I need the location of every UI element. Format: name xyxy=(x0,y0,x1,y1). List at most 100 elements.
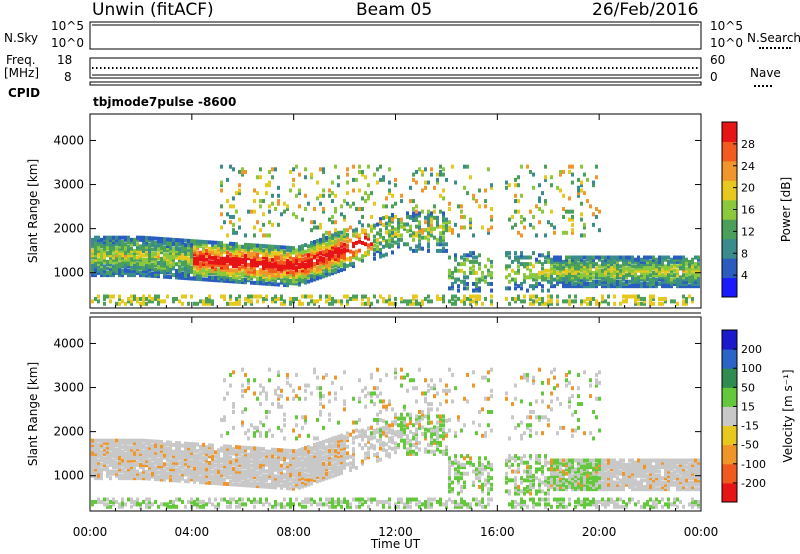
power-cell xyxy=(238,169,241,174)
velocity-cell xyxy=(271,449,274,454)
velocity-cell xyxy=(346,444,349,449)
power-cell xyxy=(301,263,304,268)
power-cell xyxy=(685,262,688,267)
velocity-cell xyxy=(271,480,274,485)
power-cell xyxy=(199,299,202,304)
velocity-cell xyxy=(331,436,334,441)
power-cell xyxy=(334,228,337,233)
power-cell xyxy=(265,246,268,251)
velocity-cell xyxy=(220,463,223,468)
power-cell xyxy=(505,185,508,190)
power-cell xyxy=(304,280,307,285)
power-cell xyxy=(175,296,178,301)
power-cell xyxy=(610,279,613,284)
power-cell xyxy=(538,275,541,280)
power-cell xyxy=(310,294,313,299)
velocity-cell xyxy=(145,474,148,479)
velocity-cell xyxy=(295,455,298,460)
velocity-cell xyxy=(244,483,247,488)
velocity-cell xyxy=(235,473,238,478)
velocity-cell xyxy=(226,457,229,462)
velocity-cell xyxy=(187,446,190,451)
velocity-cell xyxy=(208,497,211,502)
power-cell xyxy=(235,273,238,278)
velocity-cell xyxy=(379,499,382,504)
velocity-cell xyxy=(184,459,187,464)
velocity-cell xyxy=(316,475,319,480)
velocity-cell xyxy=(322,394,325,399)
power-cell xyxy=(565,262,568,267)
power-cell xyxy=(553,257,556,262)
power-cell xyxy=(292,263,295,268)
power-cell xyxy=(274,207,277,211)
power-cell xyxy=(187,274,190,279)
velocity-cell xyxy=(133,471,136,476)
power-cell xyxy=(379,232,382,237)
velocity-cell xyxy=(391,423,394,428)
velocity-cell xyxy=(358,442,361,447)
velocity-cell xyxy=(277,370,280,375)
power-cell xyxy=(223,261,226,266)
velocity-cell xyxy=(358,396,361,401)
power-cell xyxy=(634,270,637,275)
power-cell xyxy=(349,204,352,209)
power-cell xyxy=(193,248,196,253)
velocity-cell xyxy=(286,455,289,460)
power-cell xyxy=(484,296,487,301)
power-cell xyxy=(559,266,562,271)
power-cell xyxy=(121,264,124,269)
power-cell xyxy=(220,212,223,217)
power-cell xyxy=(601,259,604,264)
velocity-cell xyxy=(106,443,109,448)
power-cell xyxy=(490,299,493,304)
power-cell xyxy=(298,172,301,177)
power-cell xyxy=(403,242,406,247)
power-cell xyxy=(673,279,676,284)
power-cell xyxy=(508,255,511,260)
power-cell xyxy=(262,263,265,268)
velocity-cell xyxy=(157,459,160,464)
power-cell xyxy=(427,233,430,238)
power-cell xyxy=(571,164,574,169)
velocity-cell xyxy=(196,460,199,465)
power-cell xyxy=(109,248,112,253)
velocity-cell xyxy=(319,410,322,414)
power-cell xyxy=(682,257,685,262)
power-cell xyxy=(532,273,535,278)
power-cell xyxy=(145,269,148,274)
power-cell xyxy=(112,237,115,242)
velocity-cell xyxy=(259,484,262,489)
power-cell xyxy=(217,258,220,263)
velocity-cell xyxy=(376,502,379,507)
power-cell xyxy=(334,254,337,259)
power-cell xyxy=(214,240,217,245)
velocity-cell xyxy=(148,474,151,479)
power-cell xyxy=(352,252,355,257)
power-cell xyxy=(460,209,463,214)
power-cell xyxy=(199,261,202,266)
power-cell xyxy=(220,243,223,248)
velocity-cell xyxy=(331,467,334,472)
power-cell xyxy=(112,268,115,273)
velocity-cell xyxy=(334,436,337,441)
velocity-cell xyxy=(241,394,244,399)
velocity-cell xyxy=(217,479,220,484)
velocity-cell xyxy=(121,438,124,443)
power-cell xyxy=(418,211,421,216)
velocity-cell xyxy=(289,462,292,467)
velocity-cell xyxy=(268,378,271,383)
power-cell xyxy=(226,272,229,277)
velocity-cell xyxy=(121,469,124,474)
power-cell xyxy=(193,241,196,246)
velocity-cell xyxy=(403,445,406,450)
velocity-cell xyxy=(136,440,139,445)
velocity-cell xyxy=(208,465,211,470)
power-cell xyxy=(628,294,631,299)
velocity-cell xyxy=(175,504,178,509)
power-cell xyxy=(226,245,229,250)
power-cell xyxy=(631,270,634,275)
velocity-cell xyxy=(370,443,373,448)
velocity-cell xyxy=(334,466,337,471)
velocity-cell xyxy=(145,454,148,459)
velocity-cell xyxy=(316,468,319,473)
